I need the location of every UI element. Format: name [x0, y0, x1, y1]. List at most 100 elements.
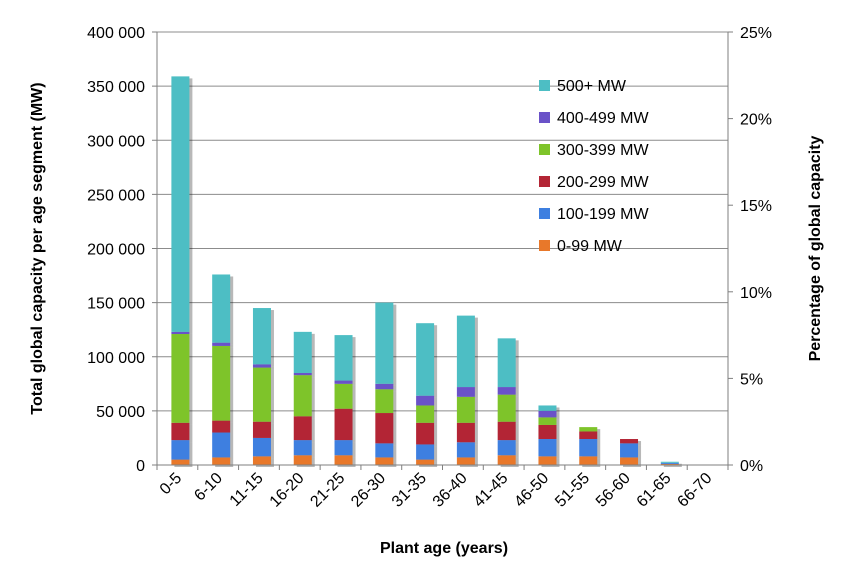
legend-label: 0-99 MW [557, 238, 623, 255]
y2-tick-label: 15% [740, 198, 772, 215]
bar-segment [293, 375, 312, 417]
bar-segment [416, 395, 435, 406]
bar-segment [252, 456, 271, 465]
bar-segment [620, 443, 639, 458]
bar-segment [212, 342, 231, 346]
bar-segment [456, 457, 475, 465]
bar-segment [334, 440, 353, 456]
x-axis-title: Plant age (years) [380, 540, 508, 557]
legend-label: 100-199 MW [557, 206, 649, 223]
y-tick-label: 200 000 [87, 242, 145, 259]
bar-segment [212, 274, 231, 343]
legend-label: 300-399 MW [557, 142, 649, 159]
bar-segment [579, 427, 598, 432]
bar-segment [252, 437, 271, 457]
y2-axis-ticks: 0% 5% 10% 15% 20% 25% [728, 25, 772, 475]
bar-segment [252, 367, 271, 422]
legend-swatch [539, 144, 550, 155]
bar-segment [456, 396, 475, 423]
x-tick-label: 6-10 [191, 470, 226, 505]
bar-segment [212, 432, 231, 458]
bar-segment [293, 416, 312, 441]
x-tick-label: 51-55 [552, 470, 593, 511]
bar-segment [416, 459, 435, 465]
bar-segment [660, 463, 679, 465]
bar-segment [375, 413, 394, 444]
bar-segment [171, 422, 190, 441]
x-tick-label: 11-15 [227, 470, 267, 510]
bar-segment [538, 405, 557, 411]
legend-swatch [539, 208, 550, 219]
y-tick-label: 400 000 [87, 25, 145, 42]
x-tick-label: 56-60 [593, 470, 634, 511]
bar-segment [293, 455, 312, 465]
bar-segment [456, 442, 475, 458]
bar-segment [171, 440, 190, 460]
bar-segment [375, 443, 394, 458]
bar-segment [334, 383, 353, 409]
x-tick-label: 31-35 [389, 470, 430, 511]
bar-segment [538, 439, 557, 457]
bar-segment [293, 331, 312, 373]
bar-segment [252, 421, 271, 438]
bar-segment [579, 439, 598, 457]
bar-segment [538, 456, 557, 465]
bar-segment [497, 338, 516, 388]
legend-swatch [539, 240, 550, 251]
bar-segment [212, 420, 231, 433]
gridlines [157, 31, 728, 412]
bar-segment [293, 372, 312, 376]
bar-segment [375, 389, 394, 414]
bar-segment [620, 439, 639, 444]
bars [171, 76, 682, 467]
bar-segment [538, 410, 557, 418]
x-tick-label: 0-5 [157, 470, 185, 498]
y-tick-label: 350 000 [87, 79, 145, 96]
bar-segment [456, 422, 475, 443]
bar-segment [579, 431, 598, 440]
bar-segment [334, 380, 353, 384]
x-tick-label: 21-25 [307, 470, 348, 511]
bar-segment [416, 422, 435, 445]
legend-label: 400-499 MW [557, 110, 649, 127]
bar-segment [375, 383, 394, 390]
y2-tick-label: 20% [740, 112, 772, 129]
y-tick-label: 150 000 [87, 296, 145, 313]
legend-label: 200-299 MW [557, 174, 649, 191]
bar-segment [538, 417, 557, 425]
bar-segment [497, 421, 516, 441]
x-tick-label: 66-70 [674, 470, 715, 511]
y-tick-label: 50 000 [96, 404, 145, 421]
x-tick-label: 36-40 [430, 470, 471, 511]
y2-tick-label: 10% [740, 285, 772, 302]
bar-segment [497, 387, 516, 395]
y-tick-label: 100 000 [87, 350, 145, 367]
bar-segment [538, 424, 557, 440]
legend-label: 500+ MW [557, 78, 627, 95]
bar-segment [497, 394, 516, 422]
bar-segment [497, 440, 516, 456]
bar-segment [334, 335, 353, 381]
y2-tick-label: 25% [740, 25, 772, 42]
x-tick-label: 41-45 [471, 470, 512, 511]
bar-segment [252, 364, 271, 368]
bar-segment [497, 455, 516, 465]
legend-swatch [539, 176, 550, 187]
y2-axis-title: Percentage of global capacity [807, 135, 824, 361]
bar-segment [375, 457, 394, 465]
bar-segment [171, 459, 190, 465]
legend: 500+ MW 400-499 MW 300-399 MW 200-299 MW 100… [539, 78, 649, 255]
bar-segment [212, 457, 231, 465]
bar-segment [660, 461, 679, 463]
bar-segment [375, 302, 394, 384]
bar-segment [171, 76, 190, 332]
bar-segment [293, 440, 312, 456]
x-axis-ticks: 0-5 6-10 11-15 16-20 21-25 26-30 31-35 36-40 41-… [156, 465, 729, 511]
bar-segment [334, 408, 353, 441]
bar-segment [620, 457, 639, 465]
y-tick-label: 300 000 [87, 133, 145, 150]
y-axis-ticks: 0 50 000 100 000 150 000 200 000 250 000 300 0… [87, 25, 157, 475]
bar-segment [456, 315, 475, 388]
bar-segment [212, 345, 231, 421]
bar-shadow [663, 465, 682, 467]
